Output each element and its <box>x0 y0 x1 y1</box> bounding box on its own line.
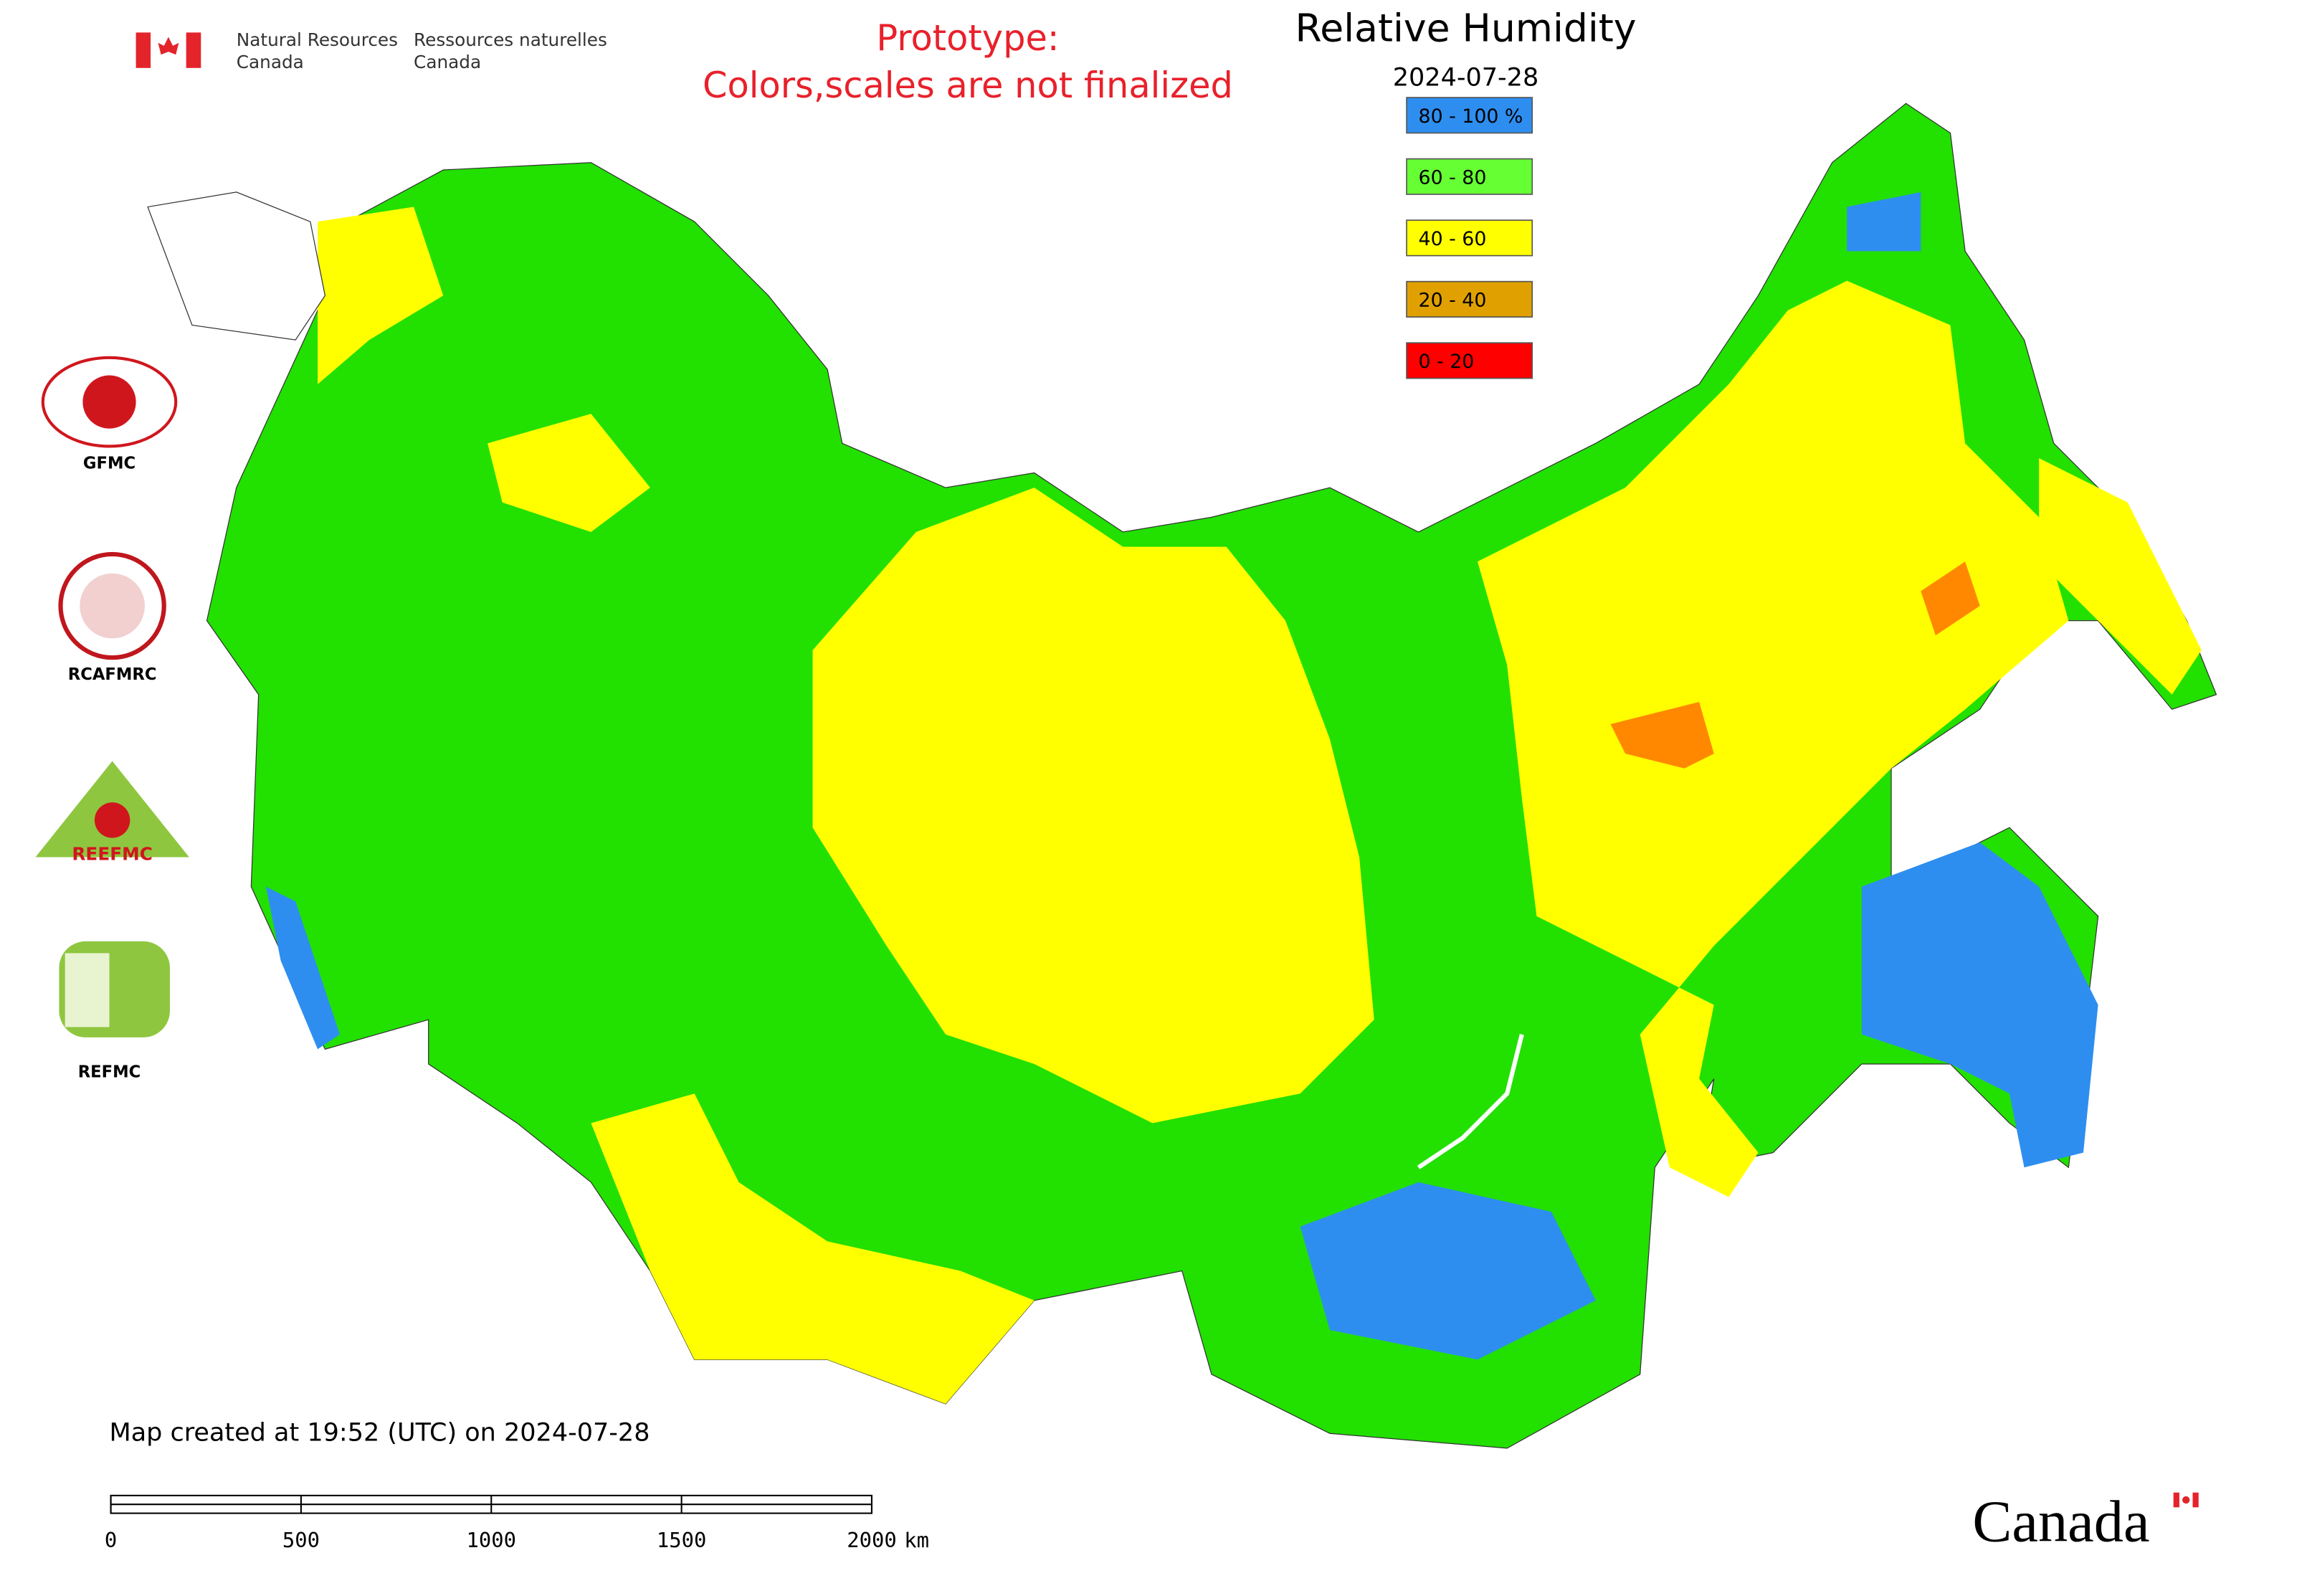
canada-wordmark: Canada <box>1972 1489 2199 1554</box>
map-title: Relative Humidity <box>1295 6 1636 51</box>
land-40-60 <box>487 414 650 532</box>
land-80-100 <box>265 886 341 1050</box>
wordmark: Canada <box>1972 1489 2149 1554</box>
wordmark-leaf <box>2182 1496 2190 1504</box>
scandinavia <box>147 191 326 341</box>
agency-en: Natural Resources <box>237 29 398 50</box>
legend-label: 0 - 20 <box>1419 351 1475 373</box>
land-40-60 <box>2039 457 2202 695</box>
land-40-60 <box>1477 280 2069 1197</box>
scale-label: 1000 <box>467 1528 516 1552</box>
humidity-map <box>147 103 2217 1449</box>
legend-swatch <box>1406 219 1533 257</box>
scale-bar: 0 500 1000 1500 2000 km <box>105 1494 929 1552</box>
legend-swatch <box>1406 280 1533 318</box>
land-40-60 <box>318 206 444 384</box>
prototype-note: Prototype: <box>876 17 1059 59</box>
prototype-note: Colors,scales are not finalized <box>703 65 1233 106</box>
land-80-100 <box>1300 1182 1596 1360</box>
legend-swatch <box>1406 158 1533 195</box>
scale-unit: km <box>904 1528 929 1552</box>
legend-label: 80 - 100 % <box>1419 105 1523 128</box>
agency-en: Canada <box>237 52 304 72</box>
logo-label: REFMC <box>78 1063 141 1082</box>
flag-bar <box>135 32 151 68</box>
logo-label: GFMC <box>83 454 135 472</box>
rcafmrc-logo-inner <box>80 573 145 639</box>
logo-text: REEFMC <box>72 844 152 865</box>
wordmark-flag <box>2192 1492 2199 1508</box>
lake-baikal <box>1417 1034 1524 1169</box>
land-20-40 <box>1921 561 1980 636</box>
land-80-100 <box>1847 191 1921 252</box>
land-40-60 <box>812 488 1374 1124</box>
logo-label: RCAFMRC <box>68 665 157 684</box>
map-date: 2024-07-28 <box>1393 63 1538 92</box>
land-80-100 <box>1861 842 2098 1168</box>
gfmc-logo-flame <box>82 375 136 429</box>
legend-label: 60 - 80 <box>1419 167 1487 189</box>
flag-bar <box>186 32 201 68</box>
legend-swatch <box>1406 342 1533 379</box>
agency-fr: Canada <box>414 52 481 72</box>
side-logos: GFMC RCAFMRC REEFMC REFMC <box>35 356 189 1082</box>
gfmc-logo <box>41 356 178 448</box>
map-created: Map created at 19:52 (UTC) on 2024-07-28 <box>110 1418 650 1448</box>
scale-label: 1500 <box>657 1528 706 1552</box>
goc-signature: Natural Resources Canada Ressources natu… <box>135 29 607 72</box>
legend-swatch <box>1406 97 1533 134</box>
reefmc-logo-flame <box>94 802 130 838</box>
legend: 80 - 100 % 60 - 80 40 - 60 20 - 40 0 - 20 <box>1406 97 1533 379</box>
land-40-60 <box>591 1093 1035 1405</box>
scale-label: 0 <box>105 1528 117 1552</box>
land-20-40 <box>1610 702 1714 769</box>
wordmark-flag <box>2173 1492 2179 1508</box>
scale-label: 2000 <box>847 1528 896 1552</box>
legend-label: 20 - 40 <box>1419 290 1487 312</box>
maple-leaf <box>158 37 179 55</box>
agency-fr: Ressources naturelles <box>414 29 607 50</box>
legend-label: 40 - 60 <box>1419 228 1487 250</box>
scale-label: 500 <box>282 1528 320 1552</box>
refmc-logo-stripes <box>65 953 110 1027</box>
